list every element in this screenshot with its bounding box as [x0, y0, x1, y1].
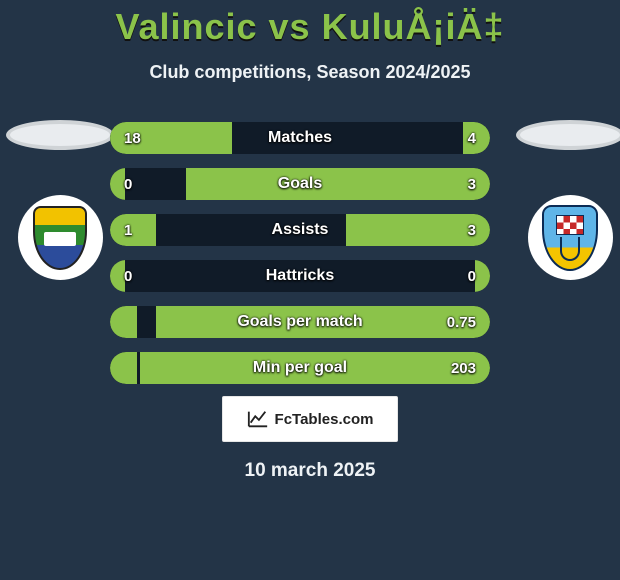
subtitle: Club competitions, Season 2024/2025 — [0, 62, 620, 83]
fctables-badge[interactable]: FcTables.com — [222, 396, 398, 442]
comparison-card: Valincic vs KuluÅ¡iÄ‡ Club competitions,… — [0, 0, 620, 580]
team-right-crest — [528, 195, 613, 280]
team-left-shield-icon — [33, 206, 87, 270]
footer-area: FcTables.com 10 march 2025 — [0, 392, 620, 482]
badge-text: FcTables.com — [275, 411, 374, 428]
stat-row: 203Min per goal — [110, 352, 490, 384]
stat-row: 0.75Goals per match — [110, 306, 490, 338]
stat-label: Assists — [110, 214, 490, 246]
player-right-column — [510, 120, 620, 280]
player-left-silhouette — [6, 120, 114, 150]
stat-label: Goals — [110, 168, 490, 200]
date-label: 10 march 2025 — [0, 460, 620, 482]
stat-label: Goals per match — [110, 306, 490, 338]
stats-container: 184Matches 03Goals 13Assists 00Hattricks 0.7… — [110, 122, 490, 398]
team-left-crest — [18, 195, 103, 280]
team-right-shield-icon — [542, 205, 598, 271]
page-title: Valincic vs KuluÅ¡iÄ‡ — [0, 0, 620, 48]
player-right-silhouette — [516, 120, 620, 150]
stat-label: Matches — [110, 122, 490, 154]
stat-label: Min per goal — [110, 352, 490, 384]
player-left-column — [0, 120, 120, 280]
stat-row: 00Hattricks — [110, 260, 490, 292]
stat-row: 03Goals — [110, 168, 490, 200]
stat-label: Hattricks — [110, 260, 490, 292]
chart-icon — [247, 408, 269, 430]
stat-row: 13Assists — [110, 214, 490, 246]
stat-row: 184Matches — [110, 122, 490, 154]
